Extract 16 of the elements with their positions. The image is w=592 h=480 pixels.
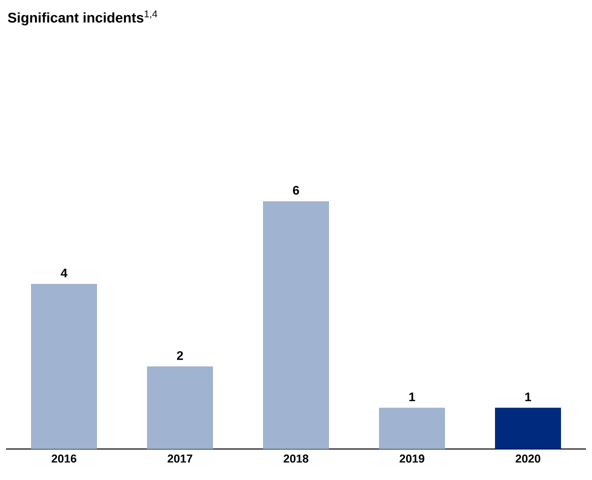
bar — [379, 408, 445, 449]
x-tick-label: 2019 — [400, 454, 424, 463]
bar — [31, 284, 97, 449]
data-label: 2 — [176, 351, 183, 360]
data-label: 1 — [525, 392, 532, 402]
bar — [263, 201, 329, 449]
x-tick-label: 2018 — [284, 454, 308, 463]
data-label: 1 — [409, 392, 416, 402]
chart-title: Significant incidents$^{1,4}$ — [8, 10, 158, 26]
x-tick-label: 2016 — [52, 454, 76, 463]
bar — [147, 366, 213, 449]
x-tick-label: 2020 — [516, 454, 540, 463]
data-label: 6 — [292, 186, 300, 195]
data-label: 4 — [60, 268, 68, 278]
x-tick-label: 2017 — [168, 454, 192, 463]
bar — [495, 408, 561, 449]
